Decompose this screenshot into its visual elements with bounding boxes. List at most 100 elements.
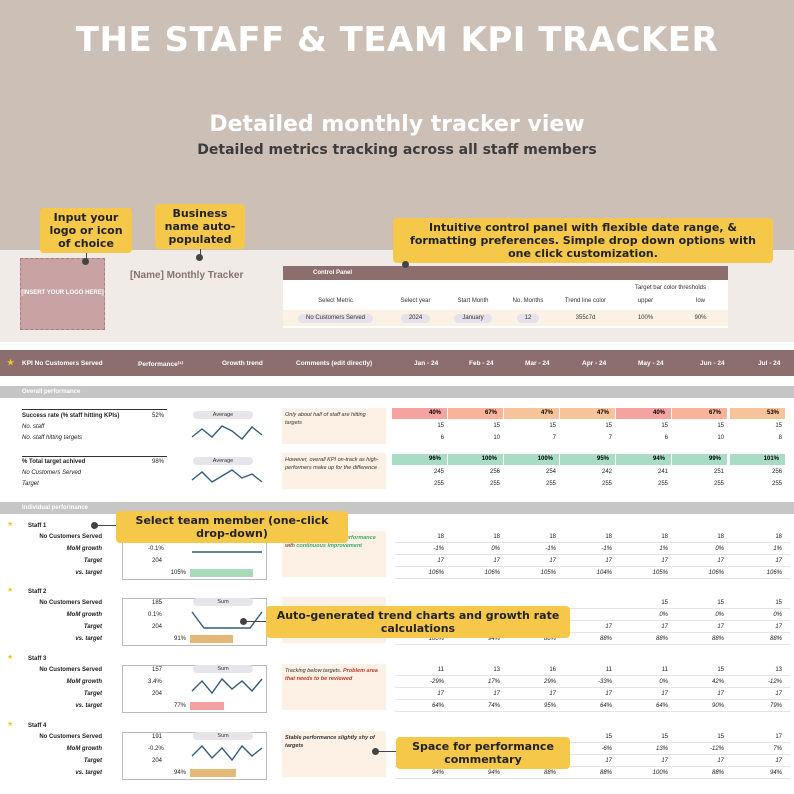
staff-row-label: No Customers Served (39, 667, 102, 673)
staff-month-value: 64% (655, 703, 668, 709)
staff-trend-chart (191, 677, 263, 695)
callout-dot (91, 522, 98, 529)
staff-comment[interactable]: Stable performance slightly shy of targe… (282, 731, 386, 777)
column-header: ★ KPI No Customers Served Performance⁽¹⁾… (0, 350, 794, 376)
staff-select[interactable]: Staff 3 (28, 656, 47, 662)
staff-month-value: -33% (597, 679, 612, 685)
staff-select[interactable]: Staff 1 (28, 523, 47, 529)
label-upper: upper (637, 298, 654, 304)
row-divider (395, 644, 790, 645)
staff-vs-target: 77% (173, 703, 186, 709)
year-select[interactable]: 2024 (388, 310, 443, 326)
staff-month-value: 18 (775, 534, 782, 540)
target-pct-cell: 100% (448, 454, 503, 465)
staff-month-value: 0% (491, 546, 500, 552)
upper-threshold-input[interactable]: 100% (637, 315, 654, 321)
control-values-row: No Customers Served 2024 January 12 355c… (283, 310, 728, 326)
start-month-select[interactable]: January (443, 310, 503, 326)
staff-month-value: 17 (661, 691, 668, 697)
row-divider (395, 711, 790, 712)
comment-text: Problem area that needs to be reviewed (285, 668, 378, 682)
staff-month-value: 42% (711, 679, 724, 685)
row-divider (395, 542, 790, 543)
staff-row-label: vs. target (75, 636, 102, 642)
staff-month-value: 13% (655, 746, 668, 752)
staff-month-value: 0% (659, 612, 668, 618)
staff-month-value: -29% (429, 679, 444, 685)
staff-count-cell: 15 (605, 423, 612, 429)
callout-leader (97, 525, 117, 526)
staff-month-value: -12% (709, 746, 724, 752)
logo-placeholder[interactable]: [INSERT YOUR LOGO HERE] (20, 258, 105, 330)
served-cell: 242 (601, 469, 612, 475)
success-pct-cell: 53% (730, 408, 785, 419)
target-cell: 255 (433, 481, 444, 487)
row-divider (395, 675, 790, 676)
staff-month-value: 88% (599, 770, 612, 776)
staff-served: 191 (152, 734, 163, 740)
staff-count-cell: 15 (437, 423, 444, 429)
served-cell: 245 (433, 469, 444, 475)
success-pct-cell: 67% (672, 408, 727, 419)
staff-month-value: 17 (661, 624, 668, 630)
staff-badge: Sum (193, 598, 253, 606)
target-pct-cell: 99% (672, 454, 727, 465)
staff-month-value: 90% (711, 703, 724, 709)
low-threshold-input[interactable]: 90% (694, 315, 707, 321)
staff-row-label: MoM growth (66, 679, 102, 685)
staff-month-value: 15 (717, 600, 724, 606)
metric-select[interactable]: No Customers Served (283, 310, 388, 326)
staff-month-value: 105% (652, 570, 668, 576)
staff-month-value: 11 (605, 667, 612, 673)
staff-trend-chart (191, 744, 263, 762)
staff-month-value: 64% (599, 703, 612, 709)
staff-month-value: 88% (543, 770, 556, 776)
staff-month-value: 17 (717, 758, 724, 764)
staff-growth: -0.2% (148, 746, 164, 752)
target-cell: 255 (489, 481, 500, 487)
comment-text: with (285, 543, 297, 549)
served-cell: 254 (545, 469, 556, 475)
staff-row-label: No Customers Served (39, 600, 102, 606)
target-pct-cell: 96% (392, 454, 447, 465)
num-months-select[interactable]: 12 (503, 310, 553, 326)
staff-comment[interactable]: Tracking below targets. Problem area tha… (282, 664, 386, 710)
staff-select[interactable]: Staff 4 (28, 723, 47, 729)
staff-count-cell: 15 (549, 423, 556, 429)
target-cell: 255 (545, 481, 556, 487)
label-trend-color: Trend line color (564, 298, 607, 304)
staff-growth: -0.1% (148, 546, 164, 552)
staff-month-value: 17 (717, 691, 724, 697)
header-month: Mar - 24 (525, 360, 550, 367)
staff-trend-chart (192, 551, 262, 553)
hitting-count-cell: 10 (717, 435, 724, 441)
staff-month-value: 17 (661, 558, 668, 564)
staff-month-value: 17 (775, 691, 782, 697)
target-label: Target (22, 481, 39, 487)
staff-row-label: vs. target (75, 703, 102, 709)
staff-month-value: 0% (659, 679, 668, 685)
target-trend-chart (191, 469, 263, 483)
row-divider (395, 554, 790, 555)
header-month: Jul - 24 (758, 360, 781, 367)
row-divider (395, 742, 790, 743)
staff-growth: 3.4% (148, 679, 162, 685)
tracker-title: [Name] Monthly Tracker (130, 270, 244, 281)
staff-month-value: 74% (487, 703, 500, 709)
staff-month-value: 29% (543, 679, 556, 685)
label-num-months: No. Months (512, 298, 544, 304)
staff-target-bar (190, 702, 224, 710)
staff-count-cell: 15 (493, 423, 500, 429)
staff-row-label: vs. target (75, 570, 102, 576)
target-cell: 255 (713, 481, 724, 487)
staff-select[interactable]: Staff 2 (28, 589, 47, 595)
success-comment[interactable]: Only about half of staff are hitting tar… (282, 408, 386, 444)
staff-month-value: 18 (549, 534, 556, 540)
trend-color-input[interactable]: 355c7d (575, 315, 596, 321)
no-staff-hitting-label: No. staff hitting targets (22, 435, 83, 441)
success-pct-cell: 40% (616, 408, 671, 419)
target-comment[interactable]: However, overall KPI on-track as high-pe… (282, 453, 386, 489)
staff-month-value: 17 (775, 758, 782, 764)
tagline: Detailed metrics tracking across all sta… (197, 142, 597, 158)
served-cell: 241 (657, 469, 668, 475)
